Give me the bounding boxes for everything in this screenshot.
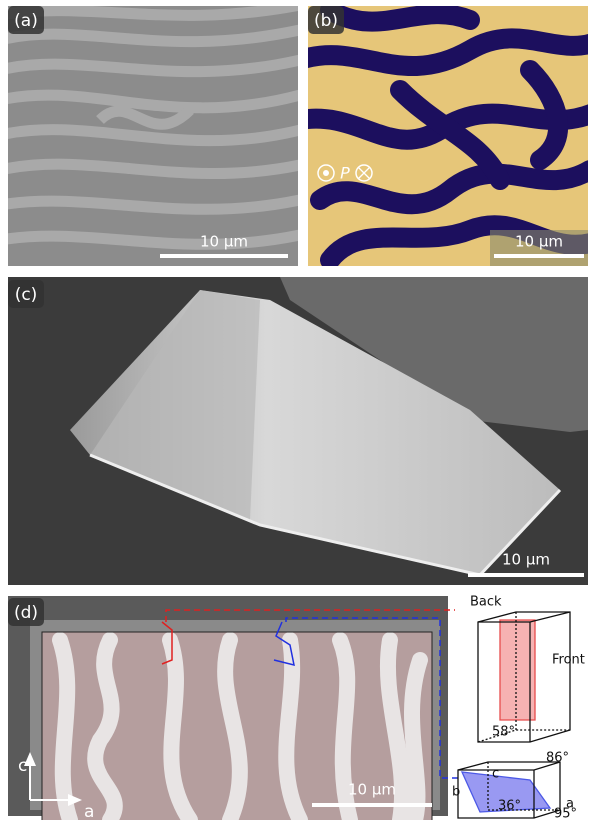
- axis-label: c: [18, 756, 27, 776]
- panel-c-image: [8, 277, 588, 585]
- diagram-label: Front: [552, 653, 585, 668]
- diagram-label: Back: [470, 595, 502, 610]
- scale-bar-label: 10 µm: [515, 233, 563, 251]
- figure: (a) 10 µm (b) P 10 µm (c) 10 µm: [0, 0, 596, 820]
- panel-a-image: [0, 5, 300, 266]
- polarization-label: P: [340, 164, 350, 183]
- panel-label: (d): [14, 603, 38, 623]
- crystal-diagram: [478, 612, 570, 742]
- angle-label: 58°: [492, 725, 515, 740]
- panel-b-image: [300, 6, 596, 266]
- scale-bar-label: 10 µm: [502, 551, 550, 569]
- angle-label: 36°: [498, 799, 521, 814]
- scale-bar-label: 10 µm: [200, 233, 248, 251]
- diagram-axis: c: [492, 767, 499, 782]
- panel-label: (a): [14, 11, 38, 31]
- angle-label: 95°: [554, 807, 577, 820]
- scale-bar-label: 10 µm: [348, 781, 396, 799]
- axis-label: a: [84, 802, 94, 820]
- diagram-axis: b: [452, 785, 460, 800]
- panel-label: (c): [15, 285, 38, 305]
- panel-label: (b): [314, 11, 338, 31]
